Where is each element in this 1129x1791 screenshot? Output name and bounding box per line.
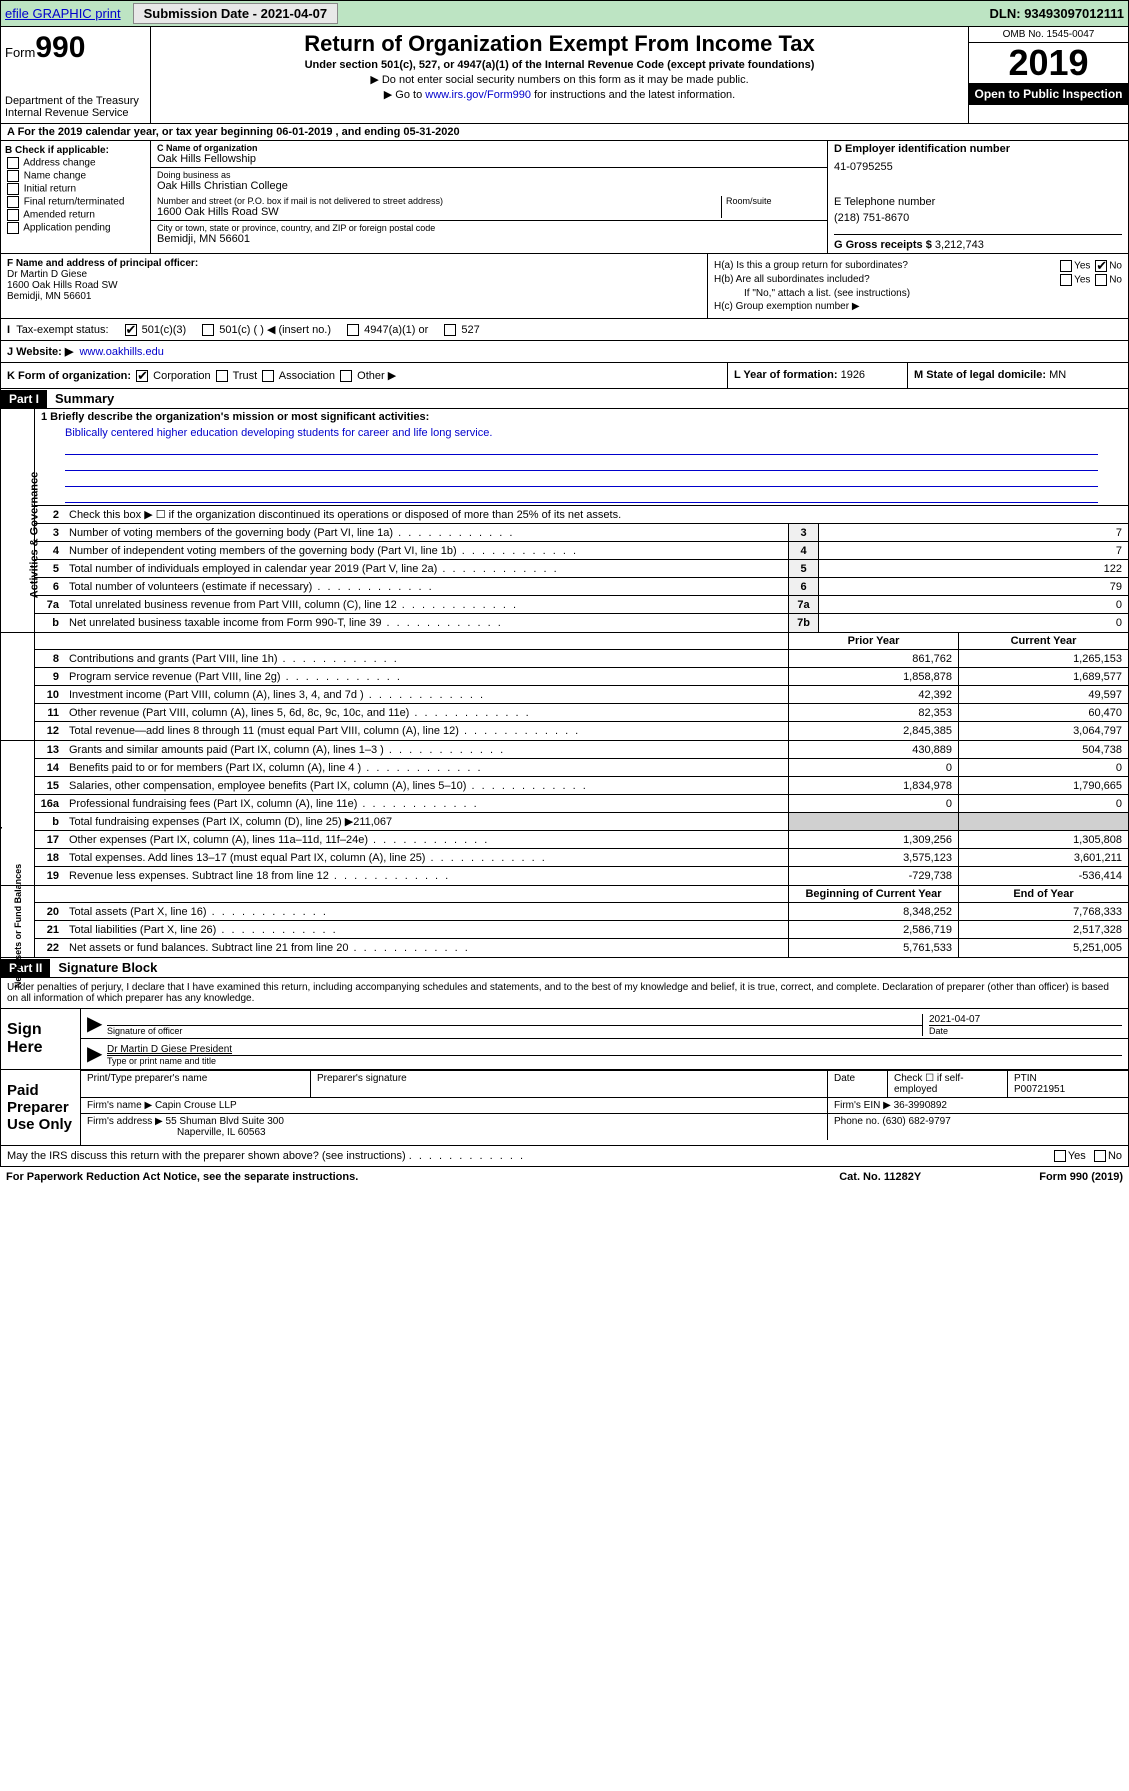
mission-text: Biblically centered higher education dev… xyxy=(35,425,1128,506)
col-prior-year: Prior Year xyxy=(788,633,958,649)
officer-name: Dr Martin D Giese President xyxy=(107,1044,232,1055)
dln-label: DLN: 93493097012111 xyxy=(990,6,1124,21)
row-k-form-org: K Form of organization: Corporation Trus… xyxy=(1,363,728,388)
sig-date: 2021-04-07 xyxy=(929,1014,980,1025)
form-subtitle: Under section 501(c), 527, or 4947(a)(1)… xyxy=(159,59,960,71)
part2-header: Part II xyxy=(1,959,50,977)
col-end-year: End of Year xyxy=(958,886,1128,902)
chk-discuss-no[interactable] xyxy=(1094,1150,1106,1162)
summary-row: 20Total assets (Part X, line 16)8,348,25… xyxy=(35,903,1128,921)
chk-other[interactable] xyxy=(340,370,352,382)
form-label: Form xyxy=(5,45,35,60)
street-address: 1600 Oak Hills Road SW xyxy=(157,206,721,218)
ptin-value: P00721951 xyxy=(1014,1084,1065,1095)
chk-initial-return[interactable]: Initial return xyxy=(5,183,146,195)
summary-row: 14Benefits paid to or for members (Part … xyxy=(35,759,1128,777)
ein-label: D Employer identification number xyxy=(834,143,1010,155)
note-ssn: ▶ Do not enter social security numbers o… xyxy=(159,73,960,86)
chk-discuss-yes[interactable] xyxy=(1054,1150,1066,1162)
dept-label: Department of the Treasury Internal Reve… xyxy=(5,95,146,119)
phone-value: (218) 751-8670 xyxy=(834,212,1122,224)
chk-trust[interactable] xyxy=(216,370,228,382)
summary-row: 17Other expenses (Part IX, column (A), l… xyxy=(35,831,1128,849)
summary-row: 6Total number of volunteers (estimate if… xyxy=(35,578,1128,596)
part1-header: Part I xyxy=(1,390,47,408)
col-current-year: Current Year xyxy=(958,633,1128,649)
box-b: B Check if applicable: Address change Na… xyxy=(1,141,151,253)
summary-row: 18Total expenses. Add lines 13–17 (must … xyxy=(35,849,1128,867)
ein-value: 41-0795255 xyxy=(834,161,1122,173)
summary-row: bTotal fundraising expenses (Part IX, co… xyxy=(35,813,1128,831)
summary-row: 7aTotal unrelated business revenue from … xyxy=(35,596,1128,614)
form-number: 990 xyxy=(35,31,85,64)
col-begin-year: Beginning of Current Year xyxy=(788,886,958,902)
chk-association[interactable] xyxy=(262,370,274,382)
form-footer: Form 990 (2019) xyxy=(1039,1171,1123,1183)
top-bar: efile GRAPHIC print Submission Date - 20… xyxy=(0,0,1129,27)
gross-receipts: 3,212,743 xyxy=(935,239,984,251)
chk-application-pending[interactable]: Application pending xyxy=(5,222,146,234)
row-i-tax-status: I Tax-exempt status: 501(c)(3) 501(c) ( … xyxy=(0,319,1129,341)
summary-row: 21Total liabilities (Part X, line 26)2,5… xyxy=(35,921,1128,939)
row-a-tax-year: A For the 2019 calendar year, or tax yea… xyxy=(0,124,1129,141)
chk-address-change[interactable]: Address change xyxy=(5,157,146,169)
chk-final-return[interactable]: Final return/terminated xyxy=(5,196,146,208)
summary-row: 10Investment income (Part VIII, column (… xyxy=(35,686,1128,704)
part2-title: Signature Block xyxy=(50,958,165,977)
omb-number: OMB No. 1545-0047 xyxy=(969,27,1128,43)
firm-address: 55 Shuman Blvd Suite 300 xyxy=(166,1116,284,1127)
firm-ein: 36-3990892 xyxy=(894,1100,947,1111)
form-title: Return of Organization Exempt From Incom… xyxy=(159,31,960,57)
summary-row: 8Contributions and grants (Part VIII, li… xyxy=(35,650,1128,668)
chk-amended-return[interactable]: Amended return xyxy=(5,209,146,221)
chk-4947[interactable] xyxy=(347,324,359,336)
firm-name: Capin Crouse LLP xyxy=(155,1100,237,1111)
row-j-website: J Website: ▶ www.oakhills.edu xyxy=(0,341,1129,363)
chk-corporation[interactable] xyxy=(136,370,148,382)
vlabel-expenses: Expenses xyxy=(0,792,3,843)
cat-number: Cat. No. 11282Y xyxy=(839,1171,1039,1183)
box-f: F Name and address of principal officer:… xyxy=(1,254,708,318)
chk-501c3[interactable] xyxy=(125,324,137,336)
firm-phone: (630) 682-9797 xyxy=(882,1116,950,1127)
signature-declaration: Under penalties of perjury, I declare th… xyxy=(1,978,1128,1008)
summary-row: 22Net assets or fund balances. Subtract … xyxy=(35,939,1128,957)
chk-501c[interactable] xyxy=(202,324,214,336)
summary-row: 15Salaries, other compensation, employee… xyxy=(35,777,1128,795)
paid-preparer-label: Paid Preparer Use Only xyxy=(1,1070,81,1145)
efile-link[interactable]: efile GRAPHIC print xyxy=(5,6,121,21)
vlabel-governance: Activities & Governance xyxy=(28,472,40,599)
discuss-question: May the IRS discuss this return with the… xyxy=(7,1150,406,1162)
summary-row: bNet unrelated business taxable income f… xyxy=(35,614,1128,632)
summary-row: 4Number of independent voting members of… xyxy=(35,542,1128,560)
form-header: Form990 Department of the Treasury Inter… xyxy=(0,27,1129,124)
chk-name-change[interactable]: Name change xyxy=(5,170,146,182)
summary-row: 12Total revenue—add lines 8 through 11 (… xyxy=(35,722,1128,740)
summary-row: 13Grants and similar amounts paid (Part … xyxy=(35,741,1128,759)
sign-here-label: Sign Here xyxy=(1,1009,81,1069)
pra-notice: For Paperwork Reduction Act Notice, see … xyxy=(6,1171,839,1183)
summary-row: 11Other revenue (Part VIII, column (A), … xyxy=(35,704,1128,722)
city-state-zip: Bemidji, MN 56601 xyxy=(157,233,821,245)
org-name: Oak Hills Fellowship xyxy=(157,153,821,165)
summary-row: 9Program service revenue (Part VIII, lin… xyxy=(35,668,1128,686)
summary-row: 5Total number of individuals employed in… xyxy=(35,560,1128,578)
dba-name: Oak Hills Christian College xyxy=(157,180,821,192)
irs-link[interactable]: www.irs.gov/Form990 xyxy=(425,89,531,101)
row-l-year: L Year of formation: 1926 xyxy=(728,363,908,388)
part1-title: Summary xyxy=(47,389,122,408)
summary-row: 3Number of voting members of the governi… xyxy=(35,524,1128,542)
summary-row: 19Revenue less expenses. Subtract line 1… xyxy=(35,867,1128,885)
open-public-badge: Open to Public Inspection xyxy=(969,83,1128,105)
box-h: H(a) Is this a group return for subordin… xyxy=(708,254,1128,318)
row-m-state: M State of legal domicile: MN xyxy=(908,363,1128,388)
phone-label: E Telephone number xyxy=(834,196,1122,208)
chk-527[interactable] xyxy=(444,324,456,336)
tax-year: 2019 xyxy=(969,43,1128,83)
summary-row: 16aProfessional fundraising fees (Part I… xyxy=(35,795,1128,813)
website-link[interactable]: www.oakhills.edu xyxy=(79,346,163,358)
submission-date-button[interactable]: Submission Date - 2021-04-07 xyxy=(133,3,339,24)
vlabel-netassets: Net Assets or Fund Balances xyxy=(13,864,23,988)
